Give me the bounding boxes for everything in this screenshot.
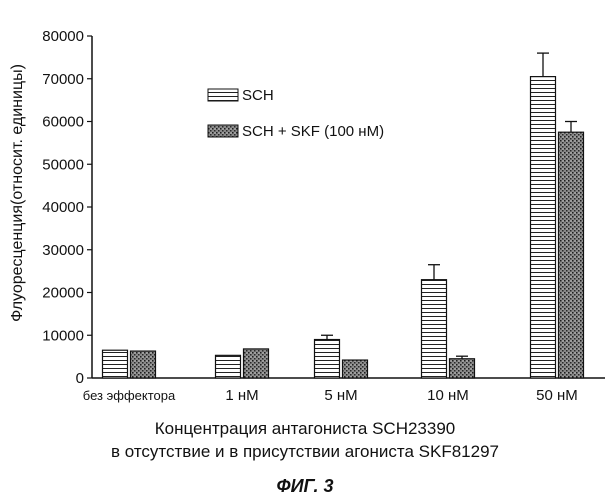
bar-sch xyxy=(103,350,128,378)
bar-sch-skf xyxy=(131,351,156,378)
bar-sch-skf xyxy=(343,360,368,378)
x-tick-label: 1 нМ xyxy=(225,387,258,404)
figure-caption: ФИГ. 3 xyxy=(0,476,610,497)
bar-sch xyxy=(216,355,241,378)
legend: SCH SCH + SKF (100 нМ) xyxy=(208,87,384,140)
y-tick-label: 30000 xyxy=(42,242,84,259)
bar-sch xyxy=(315,340,340,378)
bar-sch-skf xyxy=(244,349,269,378)
x-tick-label: 50 нМ xyxy=(536,387,578,404)
legend-label-sch-skf: SCH + SKF (100 нМ) xyxy=(242,123,384,140)
bar-sch xyxy=(422,280,447,378)
legend-swatch-sch-skf xyxy=(208,125,238,137)
y-tick-label: 20000 xyxy=(42,285,84,302)
y-tick-label: 80000 xyxy=(42,28,84,45)
y-tick-label: 10000 xyxy=(42,327,84,344)
legend-label-sch: SCH xyxy=(242,87,274,104)
bar-sch-skf xyxy=(450,359,475,378)
x-tick-label: без эффектора xyxy=(83,388,176,403)
y-tick-label: 60000 xyxy=(42,114,84,131)
bar-sch-skf xyxy=(559,132,584,378)
x-tick-label: 5 нМ xyxy=(324,387,357,404)
x-axis-label-line-2: в отсутствие и в присутствии агониста SK… xyxy=(0,442,610,462)
y-tick-label: 40000 xyxy=(42,199,84,216)
y-tick-label: 50000 xyxy=(42,156,84,173)
figure: Флуоресценция(относит. единицы) 0 10000 20… xyxy=(0,0,610,500)
bar-chart: Флуоресценция(относит. единицы) 0 10000 20… xyxy=(0,0,610,420)
legend-swatch-sch xyxy=(208,89,238,101)
y-axis-label: Флуоресценция(относит. единицы) xyxy=(9,64,26,322)
bar-sch xyxy=(531,77,556,378)
y-tick-label: 70000 xyxy=(42,71,84,88)
y-tick-label: 0 xyxy=(76,370,84,387)
bars xyxy=(103,53,584,378)
x-axis-label-line-1: Концентрация антагониста SCH23390 xyxy=(0,419,610,439)
x-tick-label: 10 нМ xyxy=(427,387,469,404)
